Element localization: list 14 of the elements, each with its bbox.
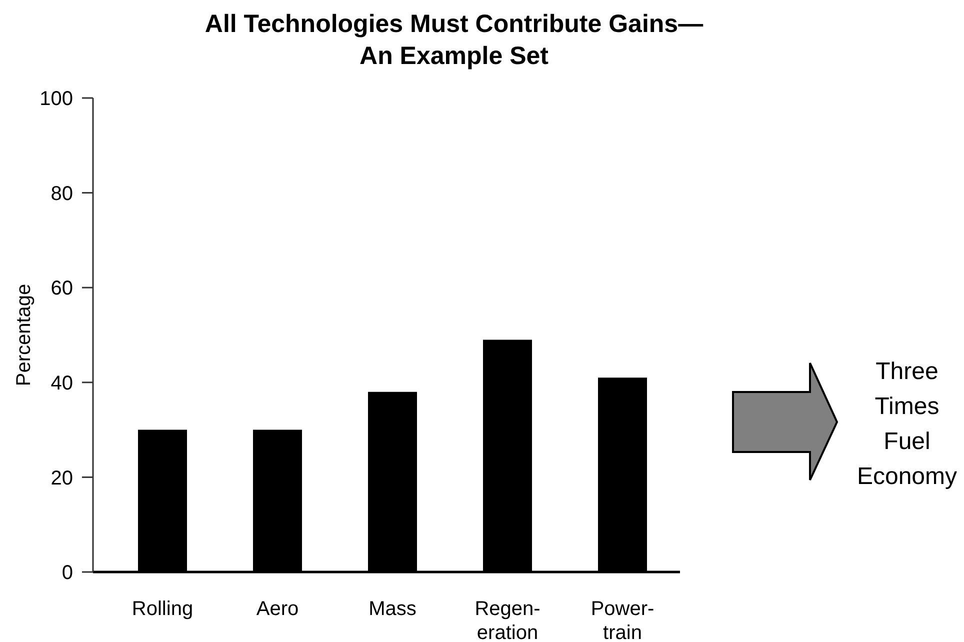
x-tick-label: Power- train bbox=[590, 598, 654, 642]
y-tick-label: 80 bbox=[50, 182, 73, 205]
x-tick-label: Mass bbox=[368, 598, 416, 620]
x-tick-label: Rolling bbox=[132, 598, 194, 620]
y-tick-label: 0 bbox=[62, 562, 73, 584]
y-tick-label: 40 bbox=[50, 372, 73, 394]
x-tick-label: Aero bbox=[256, 598, 299, 620]
y-tick-label: 60 bbox=[50, 278, 73, 300]
text: Three Times Fuel Economy bbox=[856, 357, 958, 492]
y-axis-title: Percentage bbox=[13, 284, 35, 386]
y-tick-label: 20 bbox=[50, 467, 73, 490]
x-tick-label: Regen- eration bbox=[474, 598, 540, 642]
y-tick-label: 100 bbox=[40, 88, 73, 110]
chart-title: All Technologies Must Contribute Gains— An Example Set bbox=[204, 9, 704, 72]
